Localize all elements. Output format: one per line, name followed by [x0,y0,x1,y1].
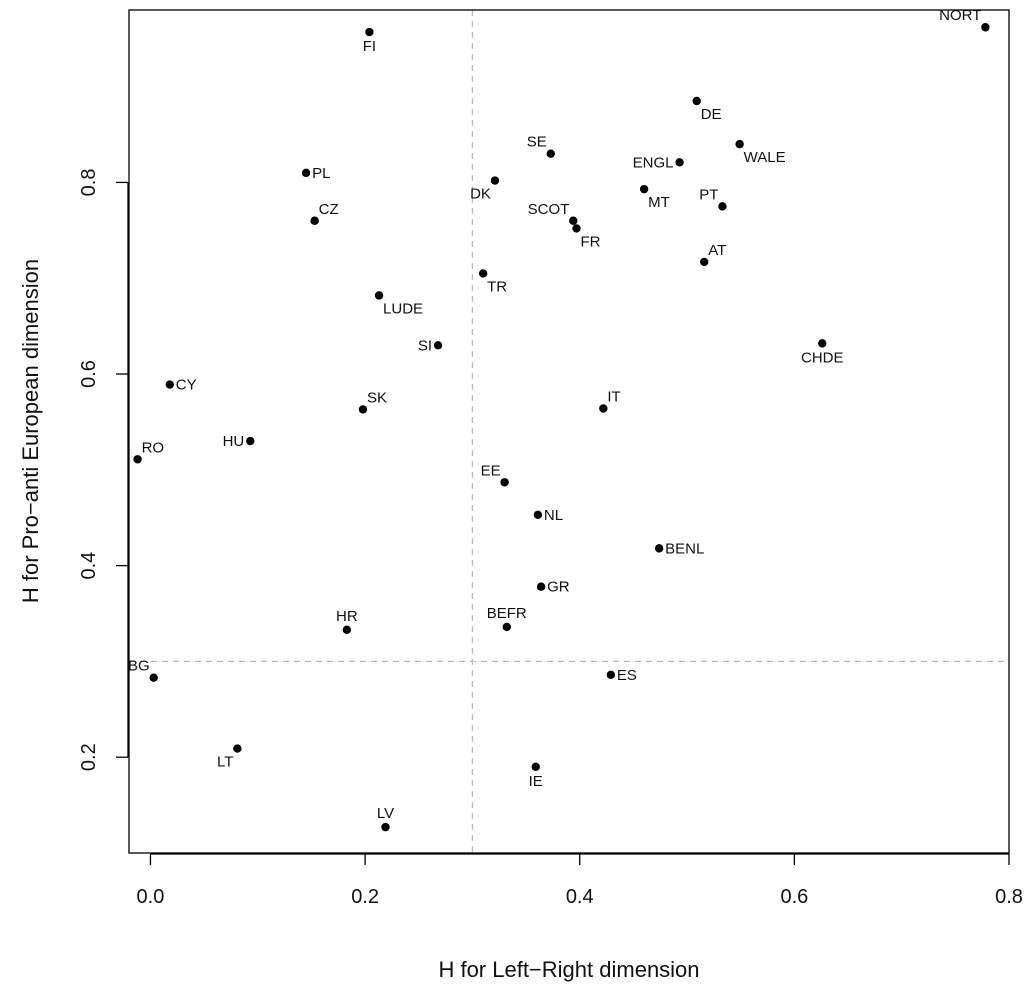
point-label: LV [377,805,394,822]
data-point [133,455,142,464]
y-axis: 0.2 0.4 0.6 0.8 [78,169,129,771]
reference-lines [129,10,1009,853]
data-point [233,744,242,753]
point-label: PL [312,165,330,182]
point-label: CY [176,377,197,394]
data-point [502,622,511,632]
point-label: CHDE [801,349,844,366]
x-axis: 0.0 0.2 0.4 0.6 0.8 [137,853,1023,908]
data-point [374,291,384,300]
point-label: NORT [939,7,981,24]
point-label: LUDE [383,300,423,317]
data-point [531,762,540,771]
data-point [500,478,509,487]
data-point [533,510,543,520]
point-label: PT [699,186,718,203]
data-point [358,405,368,414]
x-tick-label: 0.6 [780,886,808,908]
point-label: CZ [319,201,339,218]
point-label: TR [487,278,507,295]
point-label: NL [544,507,563,524]
y-tick-label: 0.4 [78,552,100,580]
data-point [149,673,158,682]
data-point [342,625,352,634]
data-point [606,670,616,680]
data-point [546,149,555,158]
data-point [310,216,319,225]
y-axis-label: H for Pro−anti European dimension [18,259,43,603]
data-point [536,582,546,591]
data-points: NORT FI DE WALE SE ENGL PL DK MT PT SCOT CZ FR AT TR LU… [128,7,990,832]
point-label: HU [223,433,245,450]
y-tick-label: 0.6 [78,360,100,388]
point-label: DK [470,186,491,203]
data-point [569,216,578,225]
point-label: DE [701,106,722,123]
point-label: FI [363,38,376,55]
point-label: LT [217,754,233,771]
point-label: IT [607,389,620,406]
point-label: BG [128,658,150,675]
y-tick-label: 0.8 [78,169,100,197]
point-label: MT [648,194,670,211]
data-point [692,96,701,106]
data-point [599,404,608,413]
point-label: SK [367,389,387,406]
point-label: GR [547,579,570,596]
data-point [165,380,174,389]
point-label: FR [581,233,601,250]
data-point [365,27,374,37]
plot-frame [128,9,1010,854]
point-label: SE [527,134,547,151]
data-point [735,139,744,149]
point-label: SCOT [528,201,570,218]
x-tick-label: 0.0 [137,886,165,908]
data-point [981,23,990,32]
data-point [639,184,649,194]
point-label: BENL [665,540,704,557]
point-label: HR [336,608,358,625]
x-tick-label: 0.8 [995,886,1023,908]
data-point [246,436,255,446]
data-point [718,202,727,211]
y-tick-label: 0.2 [78,743,100,771]
point-label: WALE [744,149,786,166]
data-point [675,158,684,167]
point-label: RO [142,439,165,456]
point-label: SI [418,337,432,354]
point-label: AT [708,242,726,259]
point-label: EE [481,462,501,479]
data-point [490,176,500,185]
x-tick-label: 0.2 [351,886,379,908]
data-point [433,341,443,350]
point-label: ENGL [633,154,674,171]
data-point [478,269,488,278]
data-point [381,822,390,832]
x-tick-label: 0.4 [566,886,594,908]
data-point [654,544,664,553]
data-point [301,168,311,178]
data-point [818,339,827,348]
point-label: IE [529,773,543,790]
point-label: BEFR [487,605,527,622]
point-label: ES [617,667,637,684]
data-point [700,257,709,267]
data-point [572,224,581,233]
x-axis-label: H for Left−Right dimension [438,957,699,982]
